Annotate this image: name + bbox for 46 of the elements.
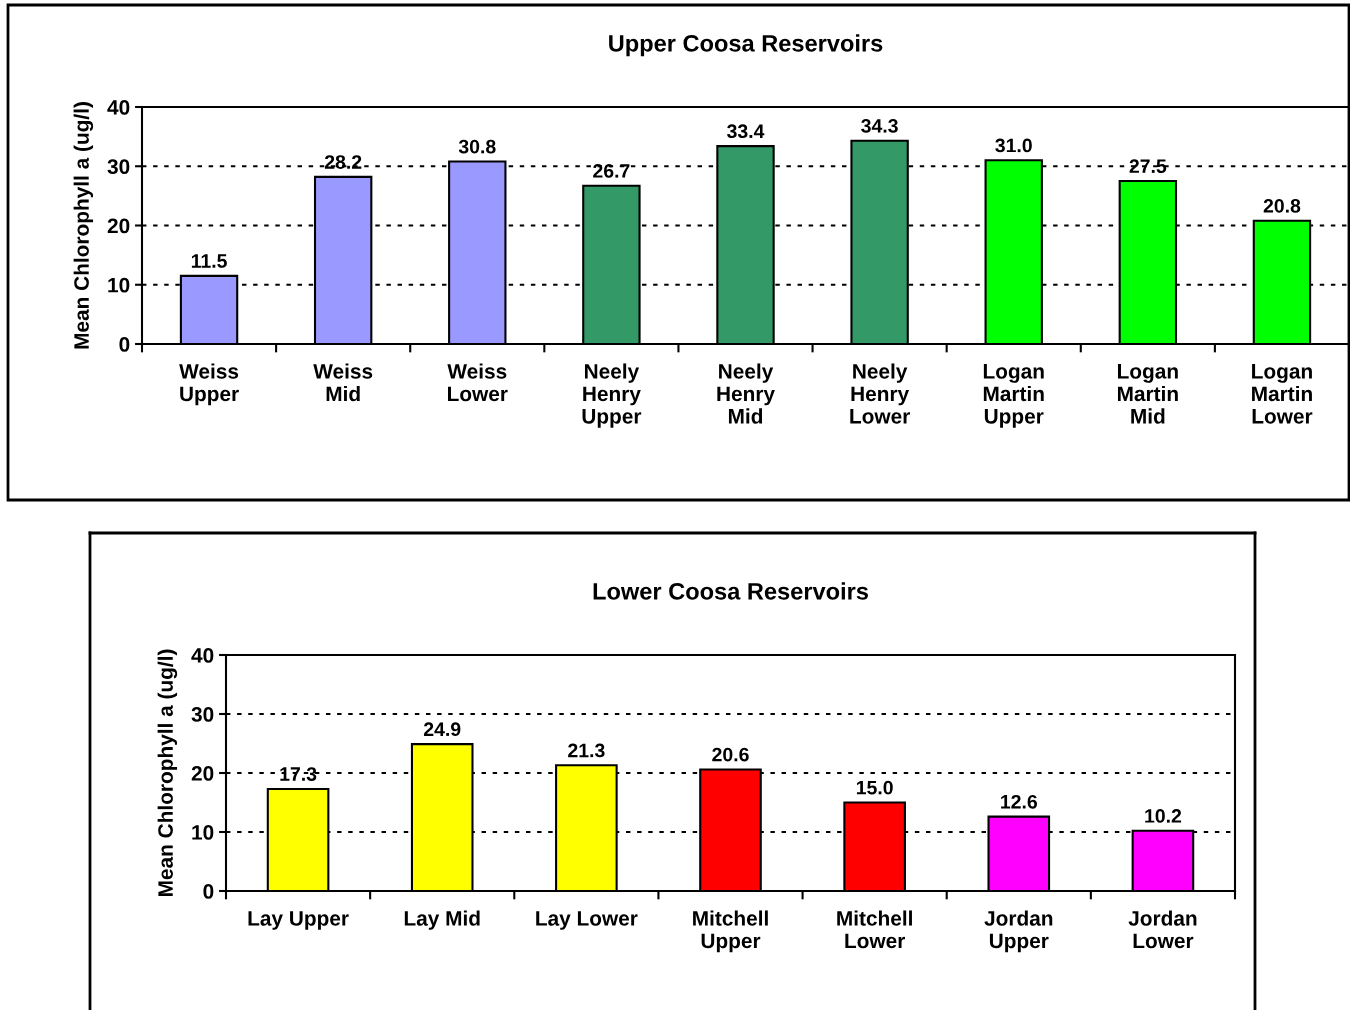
data-label: 34.3 [861,118,898,133]
data-label: 24.9 [423,722,461,737]
chart-title: Upper Coosa Reservoirs [609,34,883,57]
x-tick-label: Weiss Upper [179,363,239,406]
data-label: 10.2 [1145,809,1182,823]
y-tick-label: 10 [108,277,130,293]
x-tick-label: Logan Martin Upper [983,364,1044,428]
x-tick-label: Logan Martin Lower [1252,364,1313,424]
data-label: 26.7 [593,164,630,178]
y-tick-label: 30 [191,707,214,722]
chart-title: Lower Coosa Reservoirs [593,582,868,600]
data-label: 30.8 [458,139,496,154]
y-axis-title: Mean Chlorophyll a (ug/l) [157,649,178,897]
data-label: 17.3 [280,767,317,781]
x-tick-label: Neely Henry Mid [717,363,775,424]
y-tick-label: 40 [191,648,214,663]
x-tick-label: Weiss Lower [447,363,508,402]
x-tick-label: Weiss Mid [313,363,373,402]
y-tick-label: 20 [107,218,130,234]
y-tick-label: 40 [107,100,130,115]
data-label: 20.8 [1263,198,1301,213]
data-label: 27.5 [1129,159,1167,174]
y-tick-label: 0 [119,337,130,352]
data-label: 33.4 [727,124,765,139]
y-tick-label: 10 [192,825,214,840]
x-tick-label: Neely Henry Lower [850,363,910,424]
x-tick-label: Lay Lower [536,911,638,930]
data-label: 21.3 [568,743,605,758]
y-tick-label: 30 [107,159,130,175]
data-label: 12.6 [1001,794,1038,809]
data-label: 28.2 [324,155,362,169]
x-tick-label: Mitchell Upper [693,910,768,953]
x-tick-label: Logan Martin Mid [1117,364,1178,424]
x-tick-label: Mitchell Lower [837,910,912,949]
data-label: 15.0 [856,780,893,795]
y-tick-label: 20 [191,766,214,781]
x-tick-label: Lay Upper [248,911,349,930]
x-tick-label: Neely Henry Upper [582,363,642,428]
x-tick-label: Jordan Upper [984,910,1053,953]
x-tick-label: Lay Mid [404,910,480,930]
y-tick-label: 0 [203,884,214,899]
x-tick-label: Jordan Lower [1128,910,1197,949]
data-label: 20.6 [712,747,749,762]
data-label: 11.5 [191,254,227,268]
data-label: 31.0 [995,138,1032,153]
y-axis-title: Mean Chlorophyll a (ug/l) [73,102,94,349]
